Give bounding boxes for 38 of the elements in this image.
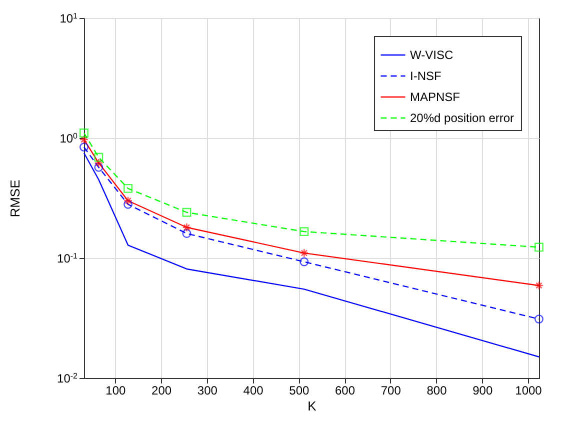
y-tick-label: 10$^{-1}$ [57,251,78,266]
x-tick-label: 400 [243,384,264,398]
y-tick-label: 10$^{1}$ [60,11,78,26]
legend-label: MAPNSF [410,90,460,104]
x-tick-label: 600 [335,384,356,398]
point [80,128,88,138]
point [124,184,133,193]
y-tick-label: 10$^{0}$ [60,131,78,146]
y-tick-label: 10$^{-2}$ [57,371,78,386]
point [534,314,544,324]
point [534,281,544,290]
point [182,208,192,217]
x-tick-label: 200 [152,384,172,398]
y-axis-title: RMSE [7,179,22,218]
x-axis-title: K [308,398,317,414]
point [80,142,88,152]
point [124,200,133,209]
x-tick-label: 800 [426,384,448,398]
point [182,222,192,232]
legend-label: I-NSF [410,69,442,83]
point [94,162,104,172]
point [94,158,104,168]
point [300,257,309,266]
legend-label: W-VISC [410,48,454,62]
point [534,242,544,252]
point [182,229,192,238]
x-tick-label: 700 [380,384,402,398]
point [300,248,309,258]
point [94,152,104,162]
x-tick-label: 1000 [515,384,542,398]
x-tick-label: 300 [197,384,218,398]
x-tick-label: 900 [472,384,493,398]
point [124,196,133,206]
legend-label: 20%d position error [410,111,514,125]
x-tick-label: 100 [106,384,126,398]
point [300,227,309,236]
x-tick-label: 500 [289,384,310,398]
point [80,135,88,144]
